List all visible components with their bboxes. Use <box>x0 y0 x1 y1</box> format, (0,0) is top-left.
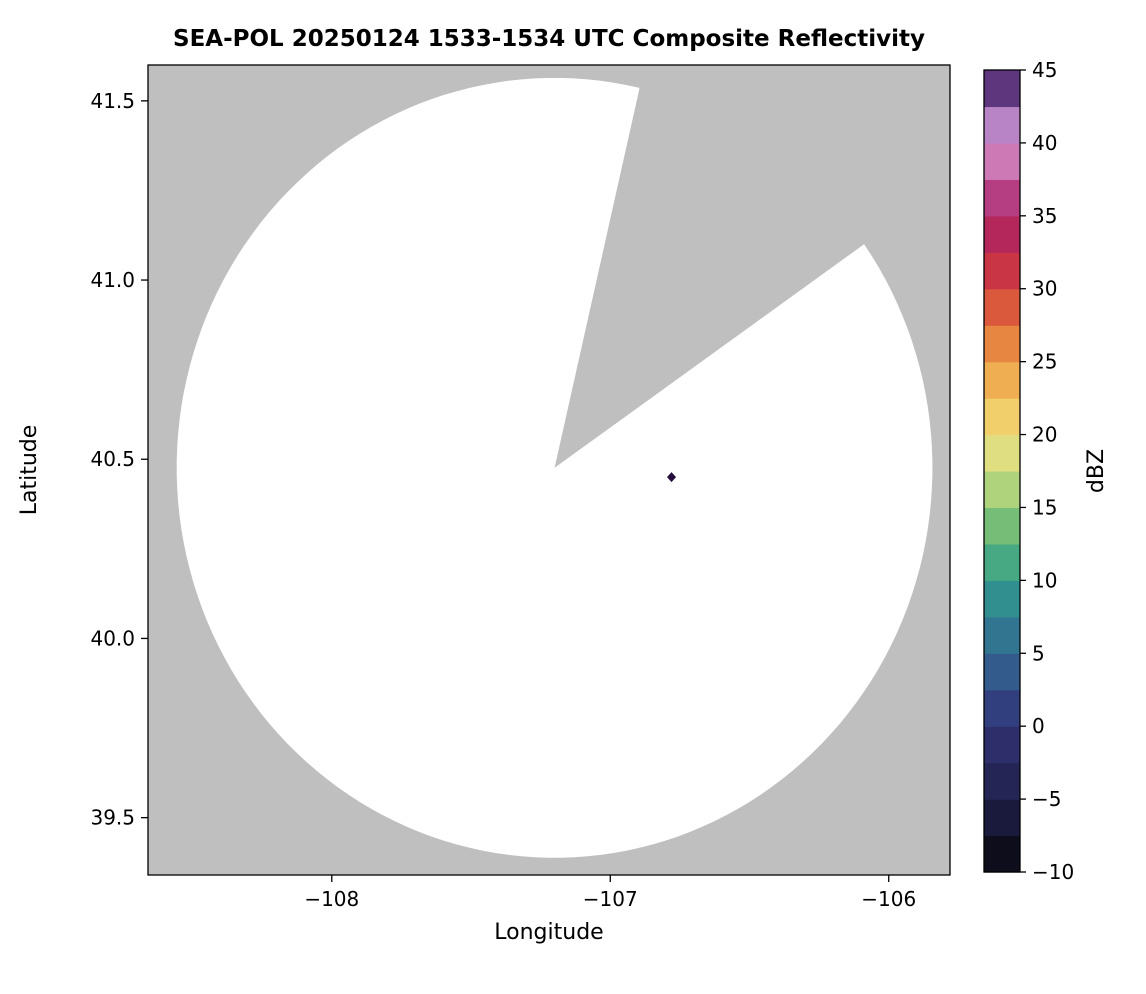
x-tick-label: −107 <box>583 887 638 911</box>
y-tick-label: 40.0 <box>90 626 135 650</box>
colorbar-tick-label: 0 <box>1032 714 1045 738</box>
x-axis-label: Longitude <box>494 920 603 945</box>
colorbar-band <box>984 361 1020 399</box>
colorbar-band <box>984 689 1020 727</box>
x-tick-label: −106 <box>861 887 916 911</box>
colorbar-band <box>984 288 1020 326</box>
colorbar-tick-label: 20 <box>1032 423 1057 447</box>
colorbar-band <box>984 762 1020 800</box>
y-tick-label: 39.5 <box>90 806 135 830</box>
colorbar-tick-label: 10 <box>1032 568 1057 592</box>
colorbar-band <box>984 142 1020 180</box>
colorbar-tick-label: 25 <box>1032 350 1057 374</box>
colorbar-band <box>984 252 1020 290</box>
colorbar-tick-label: 35 <box>1032 204 1057 228</box>
colorbar-label: dBZ <box>1084 449 1109 493</box>
y-tick-label: 41.0 <box>90 268 135 292</box>
colorbar-band <box>984 179 1020 217</box>
colorbar-band <box>984 543 1020 581</box>
plot-border <box>147 64 951 876</box>
y-tick-label: 40.5 <box>90 447 135 471</box>
colorbar-band <box>984 616 1020 654</box>
colorbar-tick-label: 5 <box>1032 641 1045 665</box>
plot-content <box>176 78 933 858</box>
reflectivity-echo-marker <box>667 472 677 483</box>
radar-coverage-area <box>176 78 933 858</box>
colorbar-tick-label: −10 <box>1032 860 1074 884</box>
colorbar-tick-label: 30 <box>1032 277 1057 301</box>
colorbar-band <box>984 398 1020 436</box>
colorbar: −10 −5 0 5 10 15 20 25 30 35 40 45 dBZ <box>983 58 1109 884</box>
colorbar-border <box>983 69 1021 873</box>
colorbar-tick-label: −5 <box>1032 787 1061 811</box>
colorbar-band <box>984 434 1020 472</box>
colorbar-band <box>984 106 1020 144</box>
colorbar-band <box>984 325 1020 363</box>
colorbar-band <box>984 580 1020 618</box>
colorbar-band <box>984 835 1020 873</box>
colorbar-band <box>984 507 1020 545</box>
colorbar-tick-label: 45 <box>1032 58 1057 82</box>
y-axis-label: Latitude <box>17 425 42 516</box>
colorbar-tick-label: 40 <box>1032 131 1057 155</box>
colorbar-band <box>984 215 1020 253</box>
chart-title: SEA-POL 20250124 1533-1534 UTC Composite… <box>173 26 925 52</box>
colorbar-band <box>984 799 1020 837</box>
colorbar-band <box>984 726 1020 764</box>
colorbar-band <box>984 70 1020 108</box>
x-tick-label: −108 <box>304 887 359 911</box>
colorbar-band <box>984 653 1020 691</box>
colorbar-band <box>984 471 1020 509</box>
y-tick-label: 41.5 <box>90 89 135 113</box>
colorbar-tick-label: 15 <box>1032 495 1057 519</box>
